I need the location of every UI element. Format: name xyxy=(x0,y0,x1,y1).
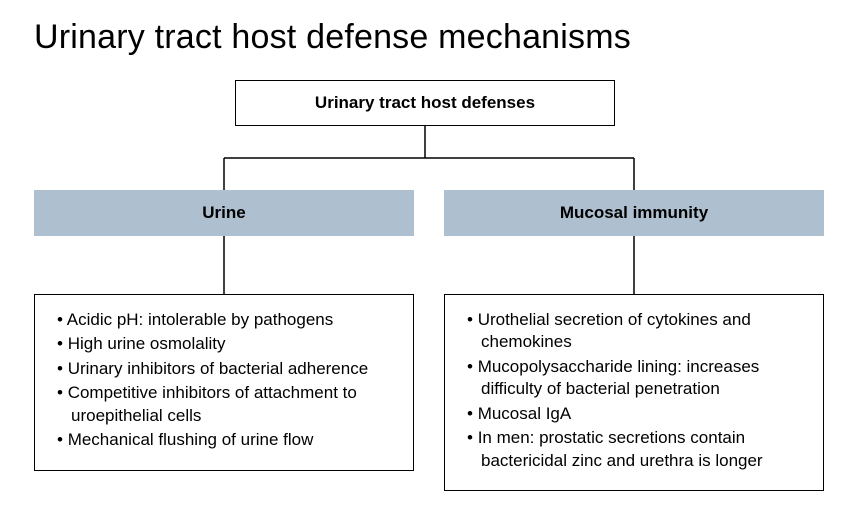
root-label: Urinary tract host defenses xyxy=(315,93,535,113)
branch-label-right: Mucosal immunity xyxy=(560,203,708,223)
list-item: In men: prostatic secretions contain bac… xyxy=(467,427,807,472)
detail-list-mucosal: Urothelial secretion of cytokines and ch… xyxy=(461,309,807,472)
list-item: Mechanical flushing of urine flow xyxy=(57,429,397,451)
detail-box-urine: Acidic pH: intolerable by pathogensHigh … xyxy=(34,294,414,471)
page-title: Urinary tract host defense mechanisms xyxy=(34,18,631,57)
list-item: Urothelial secretion of cytokines and ch… xyxy=(467,309,807,354)
branch-node-urine: Urine xyxy=(34,190,414,236)
list-item: High urine osmolality xyxy=(57,333,397,355)
list-item: Mucopolysaccharide lining: increases dif… xyxy=(467,356,807,401)
list-item: Acidic pH: intolerable by pathogens xyxy=(57,309,397,331)
detail-box-mucosal: Urothelial secretion of cytokines and ch… xyxy=(444,294,824,491)
detail-list-urine: Acidic pH: intolerable by pathogensHigh … xyxy=(51,309,397,452)
list-item: Urinary inhibitors of bacterial adherenc… xyxy=(57,358,397,380)
list-item: Competitive inhibitors of attachment to … xyxy=(57,382,397,427)
root-node: Urinary tract host defenses xyxy=(235,80,615,126)
list-item: Mucosal IgA xyxy=(467,403,807,425)
branch-node-mucosal: Mucosal immunity xyxy=(444,190,824,236)
branch-label-left: Urine xyxy=(202,203,245,223)
